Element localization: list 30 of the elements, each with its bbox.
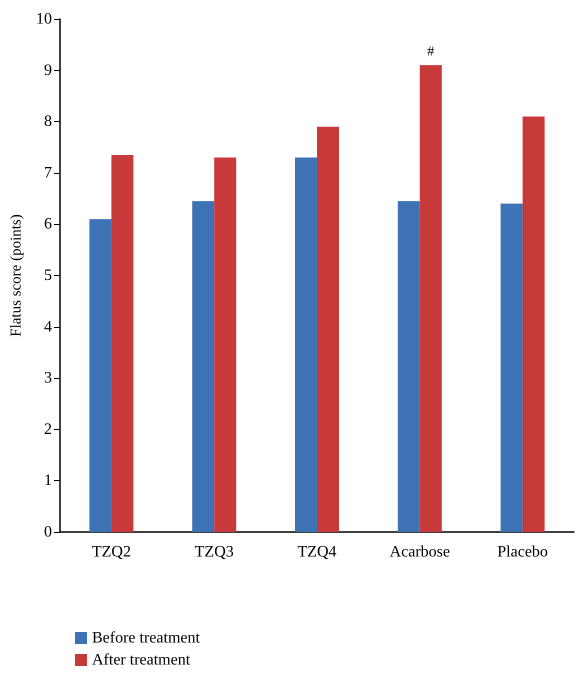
x-tick-label: TZQ4 <box>297 544 337 560</box>
y-tick-label: 2 <box>44 420 52 438</box>
annotation: # <box>427 44 434 60</box>
bar <box>398 201 420 532</box>
bar <box>214 158 236 532</box>
y-tick-label: 9 <box>44 62 52 79</box>
bar <box>317 126 339 532</box>
y-tick-label: 10 <box>36 10 52 28</box>
bar <box>192 201 214 532</box>
bar <box>500 204 523 532</box>
bar <box>420 65 442 532</box>
x-tick-label: Placebo <box>497 544 548 560</box>
y-tick-label: 0 <box>44 524 52 540</box>
y-tick-label: 7 <box>44 164 52 182</box>
bar <box>522 116 545 532</box>
bar <box>89 219 112 532</box>
y-tick-label: 1 <box>44 472 52 490</box>
x-tick-label: TZQ2 <box>92 544 131 560</box>
x-tick-label: Acarbose <box>390 544 450 560</box>
legend-label: After treatment <box>92 652 191 668</box>
y-tick-label: 8 <box>44 113 52 130</box>
bar <box>111 154 134 532</box>
x-tick-label: TZQ3 <box>194 544 234 560</box>
legend-label: Before treatment <box>92 630 200 646</box>
y-tick-label: 4 <box>44 318 52 336</box>
y-axis-title: Flatus score (points) <box>8 214 24 337</box>
y-tick-label: 3 <box>44 370 52 387</box>
bar <box>295 158 317 532</box>
y-tick-label: 5 <box>44 267 52 284</box>
y-tick-label: 6 <box>44 216 52 233</box>
